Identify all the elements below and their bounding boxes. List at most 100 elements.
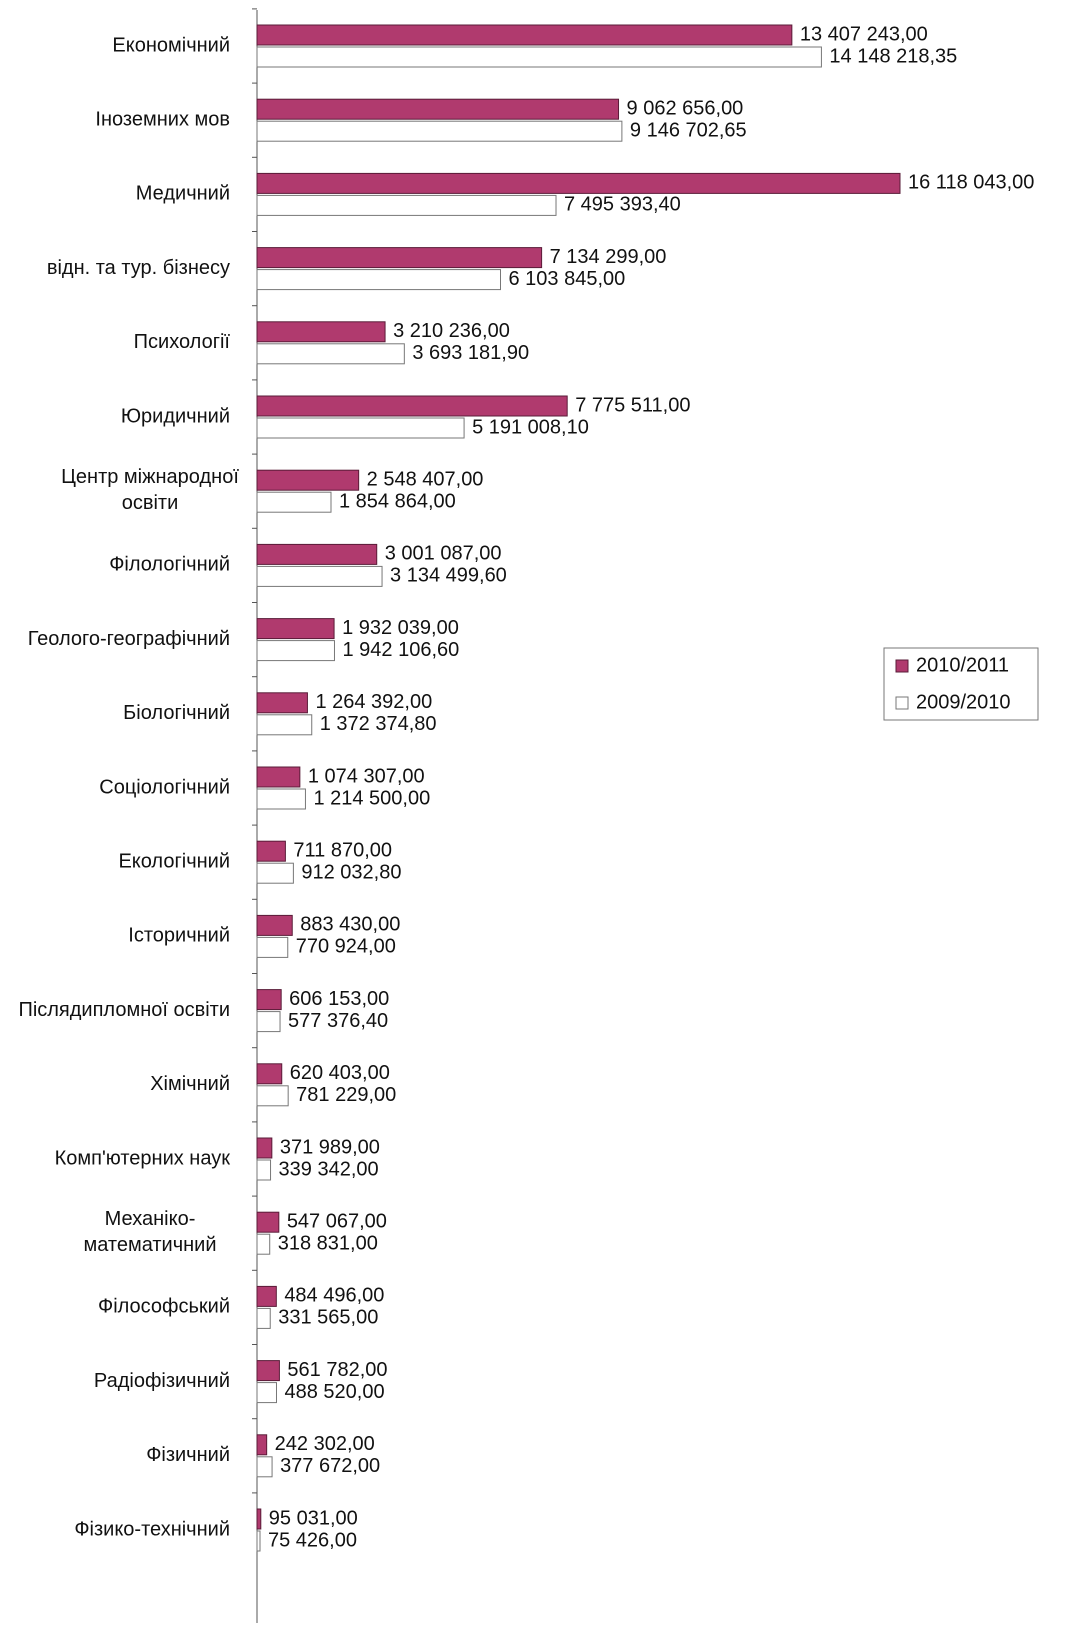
bar [256, 989, 282, 1011]
bar [256, 1011, 281, 1033]
bar [256, 565, 383, 587]
bar [256, 120, 623, 142]
value-label: 883 430,00 [300, 914, 400, 936]
value-label: 912 032,80 [301, 861, 401, 883]
value-label: 7 775 511,00 [575, 394, 690, 416]
bar [256, 343, 405, 365]
value-label: 7 495 393,40 [564, 194, 681, 216]
bar [256, 469, 360, 491]
value-label: 620 403,00 [290, 1062, 390, 1084]
value-label: 2 548 407,00 [367, 468, 484, 490]
value-label: 484 496,00 [284, 1285, 384, 1307]
value-label: 16 118 043,00 [908, 172, 1034, 194]
category-label: Післядипломної освіти [18, 999, 230, 1021]
value-label: 14 148 218,35 [829, 45, 957, 67]
value-label: 577 376,40 [288, 1010, 388, 1032]
bar [256, 1137, 273, 1159]
category-label: Економічний [112, 34, 230, 56]
bar [256, 1434, 268, 1456]
value-label: 3 693 181,90 [412, 342, 529, 364]
category-label: Геолого-географічний [28, 628, 230, 650]
value-label: 5 191 008,10 [472, 416, 589, 438]
bar [256, 1382, 277, 1404]
bar [256, 1456, 273, 1478]
category-label: Психології [134, 331, 231, 353]
value-label: 7 134 299,00 [550, 246, 667, 268]
value-label: 371 989,00 [280, 1136, 380, 1158]
value-label: 561 782,00 [287, 1359, 387, 1381]
value-label: 711 870,00 [293, 839, 392, 861]
value-label: 1 214 500,00 [313, 787, 430, 809]
bar [256, 692, 308, 714]
value-label: 1 854 864,00 [339, 490, 456, 512]
bar [256, 1307, 271, 1329]
category-label: Хімічний [150, 1073, 230, 1095]
bar [256, 1211, 280, 1233]
value-label: 242 302,00 [275, 1433, 375, 1455]
bar [256, 417, 465, 439]
bar [256, 543, 378, 565]
bar [256, 247, 543, 269]
value-label: 3 210 236,00 [393, 320, 510, 342]
bar [256, 640, 335, 662]
bar [256, 840, 286, 862]
value-label: 318 831,00 [278, 1232, 378, 1254]
bar [256, 269, 502, 291]
bar [256, 194, 557, 216]
category-label: Філологічний [109, 554, 230, 576]
value-label: 9 146 702,65 [630, 119, 747, 141]
value-label: 547 067,00 [287, 1210, 387, 1232]
bar [256, 1085, 289, 1107]
value-label: 606 153,00 [289, 988, 389, 1010]
value-label: 1 074 307,00 [308, 765, 425, 787]
category-label: Медичний [136, 183, 230, 205]
value-label: 3 134 499,60 [390, 565, 507, 587]
bar [256, 714, 313, 736]
value-label: 3 001 087,00 [385, 543, 502, 565]
value-label: 6 103 845,00 [509, 268, 626, 290]
bar [256, 395, 568, 417]
legend-marker [895, 696, 909, 710]
bar [256, 24, 793, 46]
bar [256, 491, 332, 513]
category-label: Фізичний [146, 1444, 230, 1466]
legend-box [883, 647, 1039, 721]
value-label: 781 229,00 [296, 1084, 396, 1106]
bar [256, 1530, 261, 1552]
value-label: 75 426,00 [268, 1529, 357, 1551]
bar [256, 862, 294, 884]
value-label: 1 372 374,80 [320, 713, 437, 735]
category-label: Механіко-математичний [83, 1208, 216, 1256]
category-label: Історичний [128, 925, 230, 947]
category-label: відн. та тур. бізнесу [47, 257, 230, 279]
bar [256, 172, 901, 194]
value-label: 331 565,00 [278, 1307, 378, 1329]
category-label: Юридичний [121, 405, 230, 427]
bar [256, 936, 289, 958]
category-label: Центр міжнародної освіти [61, 466, 239, 514]
value-label: 1 942 106,60 [342, 639, 459, 661]
bar [256, 618, 335, 640]
category-label: Біологічний [123, 702, 230, 724]
bar [256, 1159, 272, 1181]
bar [256, 788, 306, 810]
bar [256, 1508, 262, 1530]
bar [256, 46, 822, 68]
category-label: Іноземних мов [95, 108, 230, 130]
bar [256, 914, 293, 936]
category-label: Екологічний [118, 850, 230, 872]
category-label: Соціологічний [99, 776, 230, 798]
bar [256, 1285, 277, 1307]
bar [256, 1360, 280, 1382]
value-label: 1 932 039,00 [342, 617, 459, 639]
value-label: 13 407 243,00 [800, 23, 928, 45]
value-label: 377 672,00 [280, 1455, 380, 1477]
value-label: 9 062 656,00 [627, 97, 744, 119]
value-label: 339 342,00 [279, 1158, 379, 1180]
bar [256, 98, 620, 120]
value-label: 770 924,00 [296, 936, 396, 958]
value-label: 488 520,00 [284, 1381, 384, 1403]
category-label: Фізико-технічний [74, 1518, 230, 1540]
legend-label: 2010/2011 [916, 654, 1009, 676]
